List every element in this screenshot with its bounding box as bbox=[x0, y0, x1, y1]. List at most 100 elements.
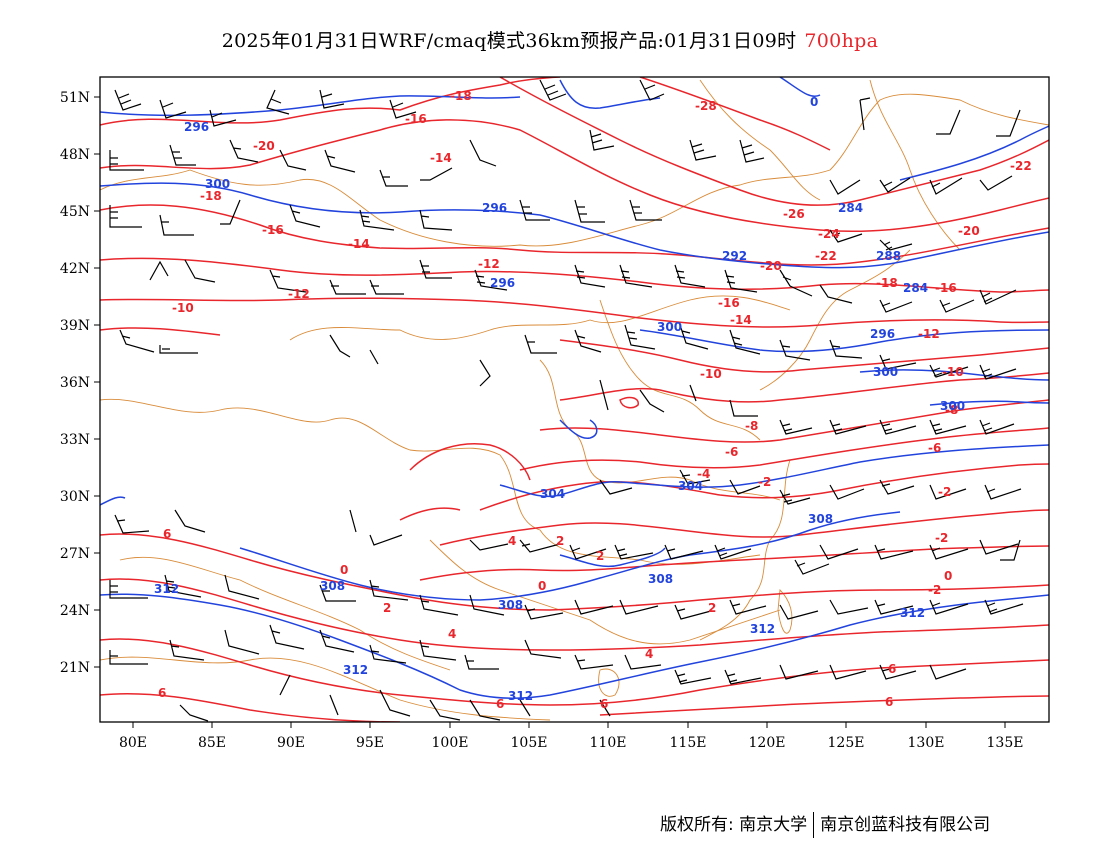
lon-tick-label: 95E bbox=[356, 735, 384, 751]
lat-tick-label: 24N bbox=[60, 603, 90, 619]
height-label: 292 bbox=[722, 249, 747, 263]
lat-tick-label: 45N bbox=[60, 204, 90, 220]
height-label: 308 bbox=[498, 598, 523, 612]
temp-label: -22 bbox=[815, 249, 837, 263]
temp-label: -22 bbox=[1010, 159, 1032, 173]
temp-label: 4 bbox=[448, 627, 456, 641]
temperature-contours bbox=[100, 77, 1049, 722]
temp-label: -16 bbox=[718, 296, 740, 310]
temp-label: 0 bbox=[340, 563, 348, 577]
title-main: 2025年01月31日WRF/cmaq模式36km预报产品:01月31日09时 bbox=[221, 30, 797, 52]
temp-label: -18 bbox=[876, 276, 898, 290]
height-label: 308 bbox=[648, 572, 673, 586]
temp-label: -28 bbox=[695, 99, 717, 113]
temp-label: -2 bbox=[935, 531, 948, 545]
temp-label: -4 bbox=[697, 467, 710, 481]
temp-label: -14 bbox=[348, 237, 370, 251]
height-label: 308 bbox=[320, 579, 345, 593]
lon-labels: 80E 85E 90E 95E 100E 105E 110E 115E 120E… bbox=[119, 735, 1024, 751]
height-label: 284 bbox=[838, 201, 863, 215]
temp-label: -12 bbox=[288, 287, 310, 301]
temp-label: -16 bbox=[262, 223, 284, 237]
temp-label: -20 bbox=[760, 259, 782, 273]
height-label: 300 bbox=[940, 399, 965, 413]
wind-barbs bbox=[109, 79, 1024, 722]
temp-label: 2 bbox=[556, 534, 564, 548]
temp-label: 2 bbox=[596, 549, 604, 563]
map-title: 2025年01月31日WRF/cmaq模式36km预报产品:01月31日09时 7… bbox=[0, 26, 1100, 53]
height-label: 296 bbox=[490, 276, 515, 290]
height-label: 312 bbox=[508, 689, 533, 703]
height-contours bbox=[100, 77, 1049, 700]
lat-tick-label: 30N bbox=[60, 489, 90, 505]
title-level: 700hpa bbox=[804, 30, 879, 52]
temp-label: 4 bbox=[645, 647, 653, 661]
height-label: 288 bbox=[876, 249, 901, 263]
temp-label: -20 bbox=[958, 224, 980, 238]
temp-label: -14 bbox=[430, 151, 452, 165]
lat-axis bbox=[94, 96, 100, 668]
lon-tick-label: 80E bbox=[119, 735, 147, 751]
height-label: 296 bbox=[870, 327, 895, 341]
temp-label: -8 bbox=[745, 419, 758, 433]
temp-label: -16 bbox=[935, 281, 957, 295]
lon-tick-label: 85E bbox=[198, 735, 226, 751]
height-label: 296 bbox=[482, 201, 507, 215]
height-label: 312 bbox=[343, 663, 368, 677]
lon-tick-label: 105E bbox=[511, 735, 548, 751]
temp-label: -16 bbox=[405, 112, 427, 126]
temp-label: 6 bbox=[888, 662, 896, 676]
lat-labels: 51N 48N 45N 42N 39N 36N 33N 30N 27N 24N … bbox=[60, 90, 90, 676]
lon-tick-label: 115E bbox=[670, 735, 707, 751]
temp-label: 0 bbox=[944, 569, 952, 583]
temp-label: -6 bbox=[725, 445, 738, 459]
temp-label: -26 bbox=[783, 207, 805, 221]
height-label: 300 bbox=[205, 177, 230, 191]
plot-area bbox=[100, 77, 1049, 722]
copyright-left: 版权所有: 南京大学 bbox=[660, 815, 808, 835]
copyright-right: 南京创蓝科技有限公司 bbox=[820, 815, 991, 835]
lat-tick-label: 51N bbox=[60, 90, 90, 106]
temp-label: -18 bbox=[450, 89, 472, 103]
temp-label: -20 bbox=[253, 139, 275, 153]
height-label: 304 bbox=[678, 479, 703, 493]
temp-label: -6 bbox=[928, 441, 941, 455]
temp-label: -8 bbox=[945, 403, 958, 417]
temp-label: 2 bbox=[383, 601, 391, 615]
lat-tick-label: 39N bbox=[60, 318, 90, 334]
height-label: 296 bbox=[184, 120, 209, 134]
admin-borders bbox=[100, 79, 1049, 721]
height-label: 312 bbox=[750, 622, 775, 636]
temp-label: 6 bbox=[158, 686, 166, 700]
lat-tick-label: 36N bbox=[60, 375, 90, 391]
lat-tick-label: 42N bbox=[60, 261, 90, 277]
temperature-labels: -28 -26 -24 -22 -22 -20 -20 -20 -18 -18 … bbox=[158, 89, 1032, 711]
temp-label: 4 bbox=[508, 534, 516, 548]
temp-label: -14 bbox=[730, 313, 752, 327]
temp-label: -18 bbox=[200, 189, 222, 203]
temp-label: -2 bbox=[928, 583, 941, 597]
temp-label: 6 bbox=[600, 697, 608, 711]
lat-tick-label: 27N bbox=[60, 546, 90, 562]
height-label: 304 bbox=[540, 487, 565, 501]
temp-label: 6 bbox=[163, 527, 171, 541]
temp-label: -10 bbox=[700, 367, 722, 381]
height-label: 308 bbox=[808, 512, 833, 526]
height-label: 312 bbox=[900, 606, 925, 620]
temp-label: 0 bbox=[538, 579, 546, 593]
temp-label: -10 bbox=[172, 301, 194, 315]
temp-label: -12 bbox=[478, 257, 500, 271]
lat-tick-label: 48N bbox=[60, 147, 90, 163]
temp-label: 2 bbox=[708, 601, 716, 615]
height-label: 312 bbox=[154, 582, 179, 596]
temp-label: -24 bbox=[818, 227, 840, 241]
lon-tick-label: 90E bbox=[277, 735, 305, 751]
temp-label: -2 bbox=[938, 485, 951, 499]
lat-tick-label: 33N bbox=[60, 432, 90, 448]
temp-label: -12 bbox=[918, 327, 940, 341]
temp-label: -2 bbox=[758, 475, 771, 489]
height-label: 300 bbox=[873, 365, 898, 379]
temp-label: 6 bbox=[496, 697, 504, 711]
height-label: 0 bbox=[810, 95, 818, 109]
